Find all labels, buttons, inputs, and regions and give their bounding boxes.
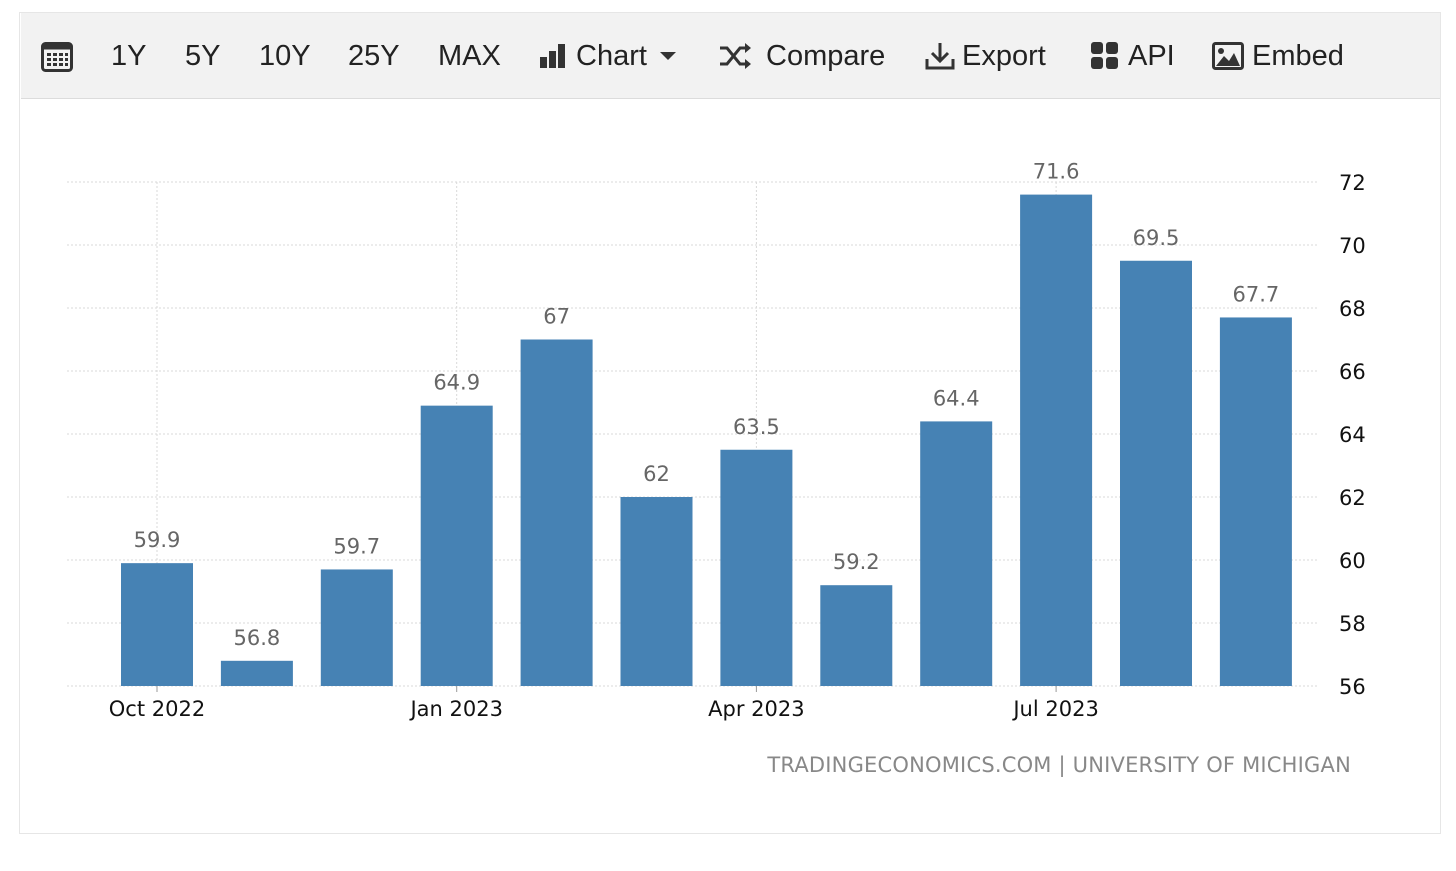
bar <box>420 405 493 686</box>
chart-type-dropdown[interactable]: Chart <box>538 13 677 99</box>
range-5y-button[interactable]: 5Y <box>185 39 221 72</box>
range-1y-button[interactable]: 1Y <box>111 39 147 72</box>
source-attribution: TRADINGECONOMICS.COM | UNIVERSITY OF MIC… <box>767 753 1351 777</box>
toolbar: 1Y 5Y 10Y 25Y MAX Chart Compare <box>21 13 1440 99</box>
x-tick-label: Apr 2023 <box>708 697 804 721</box>
data-label: 64.4 <box>933 386 980 410</box>
grid-apps-icon <box>1090 41 1120 71</box>
bar <box>720 449 793 686</box>
export-button[interactable]: Export <box>924 13 1046 99</box>
embed-button[interactable]: Embed <box>1212 13 1344 99</box>
data-label: 63.5 <box>733 415 780 439</box>
y-tick-label: 72 <box>1339 171 1366 195</box>
bar <box>820 585 893 686</box>
calendar-button[interactable] <box>41 13 81 99</box>
bar <box>520 339 593 686</box>
x-tick-label: Jul 2023 <box>1011 697 1098 721</box>
range-25y-button[interactable]: 25Y <box>348 39 400 72</box>
compare-label: Compare <box>766 39 886 72</box>
api-label: API <box>1128 39 1175 72</box>
y-tick-label: 56 <box>1339 675 1366 699</box>
y-tick-label: 58 <box>1339 612 1366 636</box>
x-tick-label: Oct 2022 <box>109 697 205 721</box>
bar <box>320 569 393 686</box>
data-label: 59.2 <box>833 550 880 574</box>
y-tick-label: 60 <box>1339 549 1366 573</box>
data-label: 67 <box>543 305 570 329</box>
bar <box>220 660 293 686</box>
compare-button[interactable]: Compare <box>718 13 885 99</box>
chevron-down-icon <box>659 50 677 62</box>
download-icon <box>924 41 956 71</box>
y-tick-label: 64 <box>1339 423 1366 447</box>
shuffle-icon <box>718 42 752 70</box>
x-tick-label: Jan 2023 <box>408 697 503 721</box>
data-label: 71.6 <box>1033 160 1080 184</box>
y-tick-label: 68 <box>1339 297 1366 321</box>
bar <box>121 563 193 686</box>
image-icon <box>1212 42 1244 70</box>
chart-panel <box>19 12 1441 834</box>
bar <box>920 421 993 686</box>
y-tick-label: 66 <box>1339 360 1366 384</box>
data-label: 59.7 <box>333 534 380 558</box>
bar <box>1219 317 1292 686</box>
data-label: 62 <box>643 462 670 486</box>
range-10y-button[interactable]: 10Y <box>259 39 311 72</box>
api-button[interactable]: API <box>1090 13 1175 99</box>
data-label: 59.9 <box>134 528 181 552</box>
chart-type-label: Chart <box>576 39 647 72</box>
data-label: 64.9 <box>433 371 480 395</box>
export-label: Export <box>962 39 1046 72</box>
data-label: 67.7 <box>1233 282 1280 306</box>
bar-chart-icon <box>538 42 568 70</box>
bar <box>1020 194 1093 686</box>
calendar-icon <box>41 40 73 72</box>
bar <box>1120 260 1192 686</box>
data-label: 56.8 <box>234 626 281 650</box>
range-max-button[interactable]: MAX <box>438 39 501 72</box>
embed-label: Embed <box>1252 39 1344 72</box>
data-label: 69.5 <box>1133 226 1180 250</box>
y-tick-label: 70 <box>1339 234 1366 258</box>
y-tick-label: 62 <box>1339 486 1366 510</box>
bar <box>620 497 693 686</box>
